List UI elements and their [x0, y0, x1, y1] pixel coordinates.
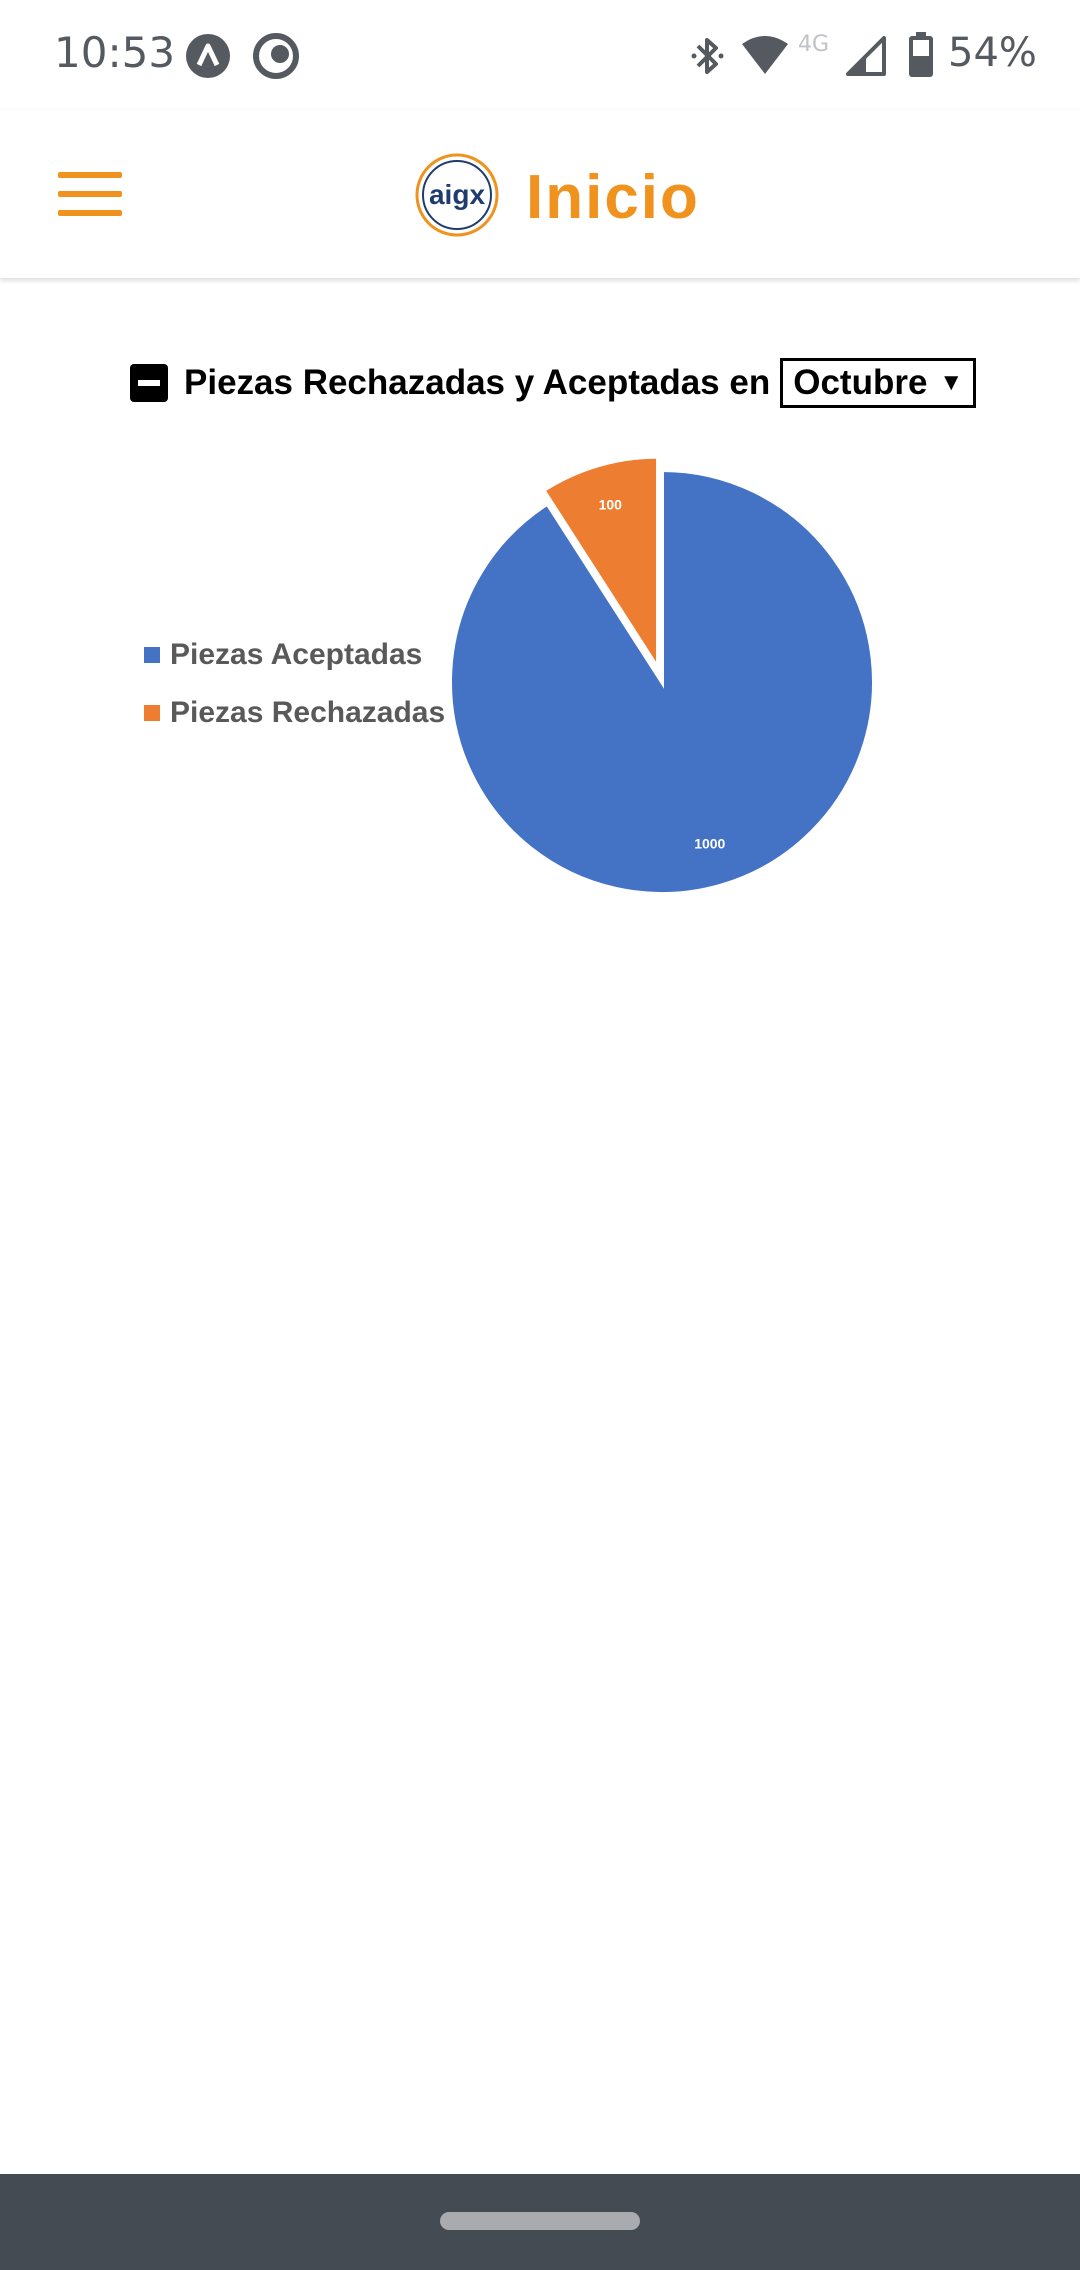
chart-legend: Piezas Aceptadas Piezas Rechazadas: [144, 626, 445, 742]
network-type: 4G: [798, 32, 830, 57]
page-title: Inicio: [526, 163, 700, 232]
wifi-icon: [742, 36, 788, 74]
menu-line: [58, 191, 122, 197]
bluetooth-icon: [691, 38, 724, 74]
chart-header: Piezas Rechazadas y Aceptadas en Octubre…: [130, 356, 977, 410]
pie-slice: [448, 467, 876, 896]
menu-line: [58, 210, 122, 216]
month-dropdown[interactable]: Octubre ▼: [780, 358, 977, 408]
cellular-signal-icon: [846, 36, 886, 76]
month-dropdown-value: Octubre: [793, 363, 928, 402]
home-gesture-handle[interactable]: [440, 2212, 640, 2230]
battery-icon: [909, 32, 933, 77]
menu-line: [58, 172, 122, 178]
navigation-bar: [0, 2174, 1080, 2270]
pie-data-label: 100: [599, 497, 623, 513]
legend-item: Piezas Aceptadas: [144, 626, 445, 684]
battery-percent: 54%: [948, 30, 1037, 76]
status-bar: 10:53 4G 54%: [0, 0, 1080, 110]
chart-title: Piezas Rechazadas y Aceptadas en: [184, 363, 771, 402]
status-time: 10:53: [54, 28, 176, 77]
pie-data-label: 1000: [694, 835, 725, 851]
app-bar: aigx Inicio: [0, 110, 1080, 279]
sync-icon: [253, 33, 299, 79]
legend-item: Piezas Rechazadas: [144, 684, 445, 742]
launcher-a-icon: [186, 34, 230, 78]
legend-swatch: [144, 647, 160, 663]
pie-slice: [540, 454, 661, 676]
aigx-logo: aigx: [415, 153, 499, 237]
dropdown-arrow-icon: ▼: [939, 369, 964, 396]
legend-swatch: [144, 705, 160, 721]
svg-text:aigx: aigx: [429, 179, 485, 210]
collapse-icon[interactable]: [130, 364, 168, 402]
pie-chart: 1000 100: [448, 454, 876, 896]
hamburger-menu-icon[interactable]: [48, 164, 122, 224]
legend-label: Piezas Aceptadas: [170, 638, 423, 671]
legend-label: Piezas Rechazadas: [170, 696, 446, 729]
